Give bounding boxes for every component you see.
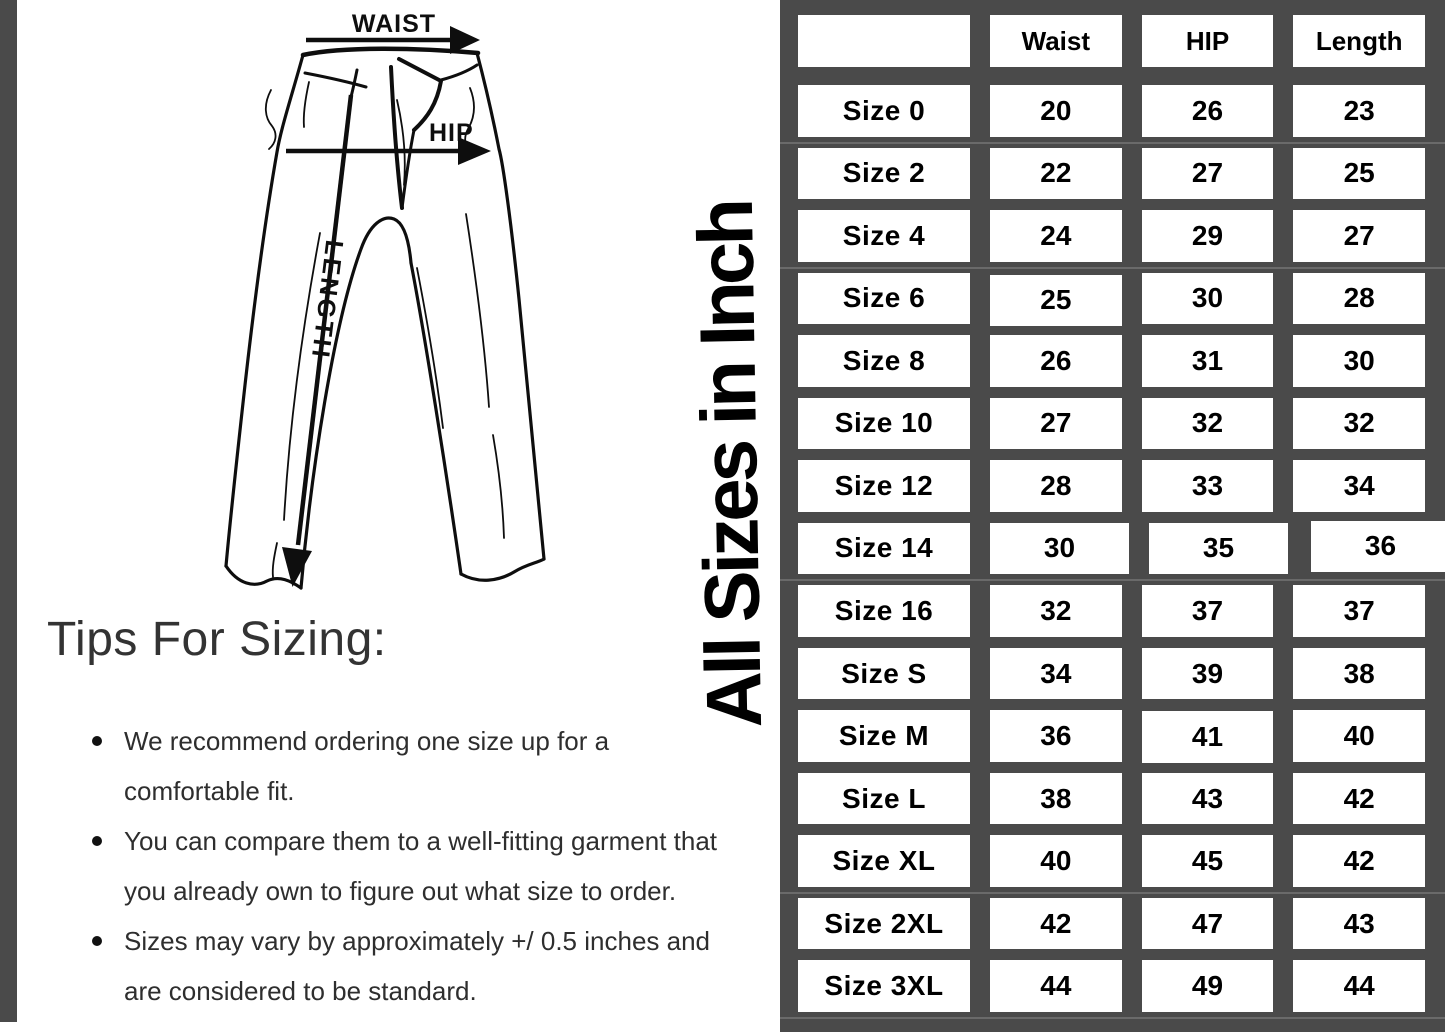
left-accent-strip: [0, 0, 17, 1022]
table-row: Size 4 24 29 27: [780, 210, 1445, 269]
table-row: Size 2 22 27 25: [798, 147, 1426, 200]
hip-value-cell: 35: [1149, 522, 1288, 575]
hip-value-cell: 26: [1141, 85, 1274, 137]
table-row: Size M 36 41 40: [798, 710, 1426, 763]
size-label-cell: Size 0: [798, 85, 970, 137]
table-row: Size L 38 43 42: [798, 772, 1426, 825]
size-label-cell: Size 10: [798, 397, 970, 450]
hip-value-cell: 49: [1141, 960, 1274, 1012]
hip-value-cell: 37: [1141, 585, 1274, 637]
waist-value-cell: 27: [990, 397, 1122, 450]
size-label-cell: Size L: [798, 772, 970, 825]
waist-arrow: [306, 26, 480, 54]
header-cell-hip: HIP: [1141, 15, 1274, 67]
waist-value-cell: 34: [990, 647, 1122, 700]
size-label-cell: Size 3XL: [798, 960, 970, 1012]
waist-value-cell: 26: [990, 335, 1122, 387]
pants-measurement-diagram: WAIST HIP LENGTH: [224, 10, 546, 590]
table-row: Size 3XL 44 49 44: [780, 960, 1445, 1019]
table-row: Size 14 30 35 36: [780, 520, 1445, 581]
waist-value-cell: 22: [990, 147, 1122, 200]
hip-value-cell: 41: [1141, 711, 1274, 763]
waist-value-cell: 30: [990, 522, 1129, 575]
waist-value-cell: 38: [990, 772, 1122, 825]
hip-value-cell: 32: [1141, 397, 1274, 450]
size-label-cell: Size M: [798, 710, 970, 762]
table-row: Size XL 40 45 42: [780, 835, 1445, 894]
size-label-cell: Size 4: [798, 210, 970, 262]
waist-value-cell: 36: [990, 710, 1122, 762]
hip-label: HIP: [429, 119, 474, 147]
length-value-cell: 25: [1293, 147, 1426, 200]
table-row: Size 8 26 31 30: [798, 335, 1426, 387]
size-label-cell: Size XL: [798, 835, 970, 887]
length-arrow: [282, 94, 354, 587]
table-row: Size 16 32 37 37: [798, 585, 1426, 637]
length-value-cell: 42: [1293, 772, 1426, 825]
waist-value-cell: 42: [990, 897, 1122, 950]
table-row: Size 0 20 26 23: [780, 85, 1445, 144]
tip-item: We recommend ordering one size up for a …: [92, 716, 814, 816]
length-value-cell: 34: [1293, 460, 1426, 512]
hip-value-cell: 30: [1141, 272, 1274, 325]
hip-value-cell: 33: [1141, 460, 1274, 512]
hip-value-cell: 31: [1141, 335, 1274, 387]
waist-value-cell: 32: [990, 585, 1122, 637]
length-value-cell: 27: [1293, 210, 1426, 262]
size-label-cell: Size 14: [798, 522, 970, 575]
waist-value-cell: 25: [990, 274, 1122, 327]
size-label-cell: Size 12: [798, 460, 970, 512]
length-label: LENGTH: [306, 238, 349, 361]
length-value-cell: 32: [1293, 397, 1426, 450]
hip-value-cell: 45: [1141, 835, 1274, 887]
tip-item: You can compare them to a well-fitting g…: [92, 816, 814, 916]
length-value-cell: 38: [1293, 647, 1426, 700]
tips-list: We recommend ordering one size up for a …: [88, 716, 814, 1016]
table-row: Size 12 28 33 34: [798, 460, 1426, 512]
length-value-cell: 44: [1293, 960, 1426, 1012]
vertical-title: All Sizes in Inch: [680, 201, 779, 729]
waist-value-cell: 44: [990, 960, 1122, 1012]
length-value-cell: 40: [1293, 710, 1426, 762]
table-row: Size S 34 39 38: [798, 647, 1426, 700]
length-value-cell: 30: [1293, 335, 1426, 387]
length-value-cell: 42: [1293, 835, 1426, 887]
tip-item: Sizes may vary by approximately +/ 0.5 i…: [92, 916, 814, 1016]
table-row: Size 2XL 42 47 43: [798, 897, 1426, 950]
hip-value-cell: 43: [1141, 772, 1274, 825]
table-header-row: Waist HIP Length: [798, 15, 1426, 67]
hip-value-cell: 39: [1141, 647, 1274, 700]
hip-value-cell: 27: [1141, 147, 1274, 200]
size-label-cell: Size S: [798, 647, 970, 700]
length-value-cell: 43: [1293, 897, 1426, 950]
waist-value-cell: 20: [990, 85, 1122, 137]
size-label-cell: Size 16: [798, 585, 970, 637]
length-value-cell: 36: [1311, 520, 1445, 573]
hip-value-cell: 47: [1141, 897, 1274, 950]
length-value-cell: 23: [1293, 85, 1426, 137]
header-cell-length: Length: [1293, 15, 1426, 67]
length-value-cell: 37: [1293, 585, 1426, 637]
table-row: Size 6 25 30 28: [798, 272, 1426, 327]
size-label-cell: Size 2: [798, 147, 970, 200]
header-cell-empty: [798, 15, 970, 67]
size-label-cell: Size 6: [798, 272, 970, 325]
waist-label: WAIST: [352, 10, 436, 38]
waist-value-cell: 24: [990, 210, 1122, 262]
waist-value-cell: 40: [990, 835, 1122, 887]
length-value-cell: 28: [1293, 272, 1426, 325]
header-cell-waist: Waist: [990, 15, 1122, 67]
waist-value-cell: 28: [990, 460, 1122, 512]
size-label-cell: Size 2XL: [798, 897, 970, 950]
hip-arrow: [286, 137, 491, 165]
size-chart-table: Waist HIP Length Size 0 20 26 23 Size 2 22 27 2…: [780, 0, 1445, 1032]
hip-value-cell: 29: [1141, 210, 1274, 262]
size-label-cell: Size 8: [798, 335, 970, 387]
tips-heading: Tips For Sizing:: [47, 613, 387, 666]
table-row: Size 10 27 32 32: [798, 397, 1426, 450]
